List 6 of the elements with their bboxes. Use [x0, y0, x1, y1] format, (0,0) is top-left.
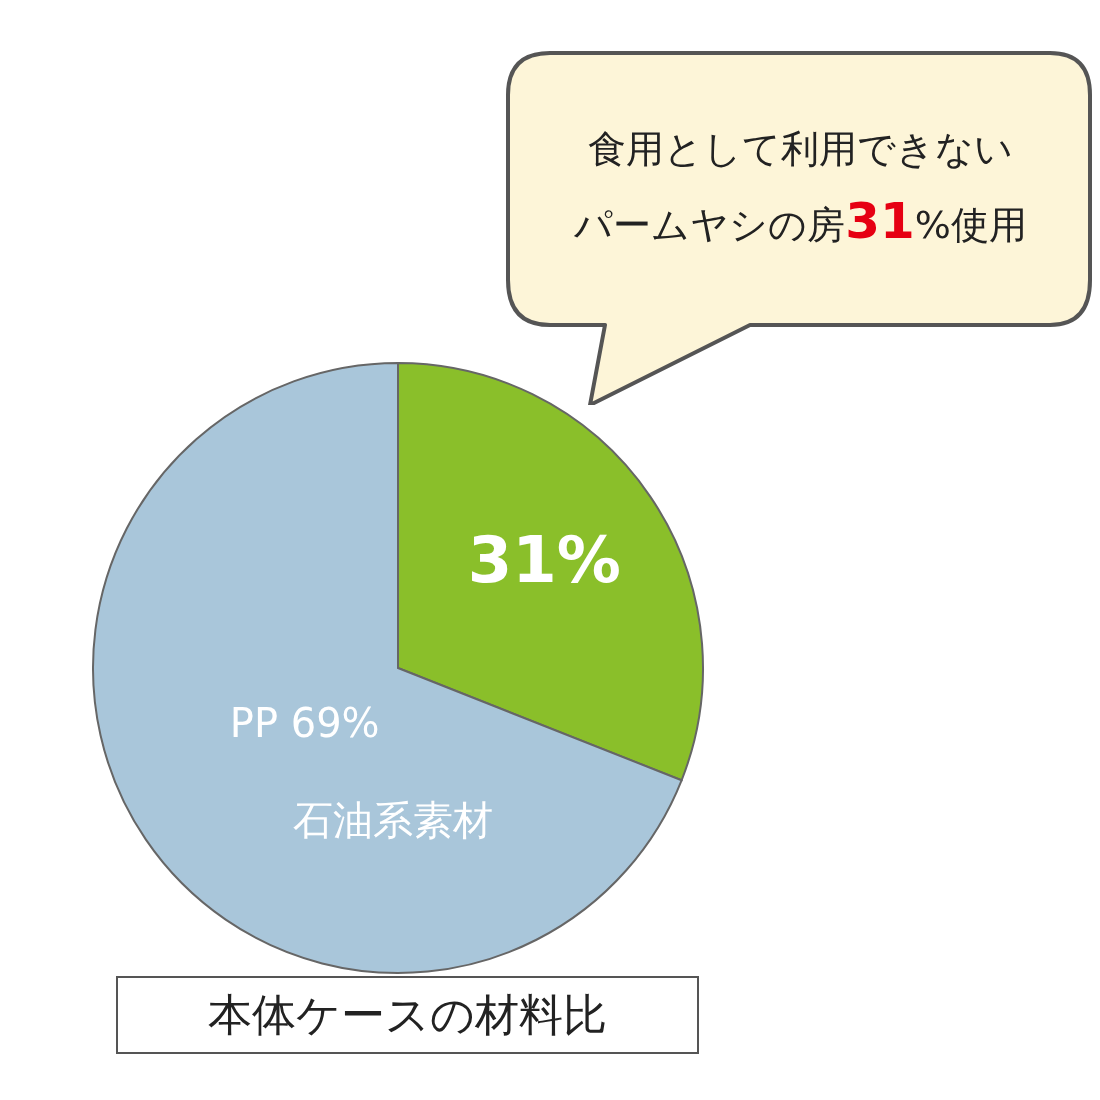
text: 石油系素材 — [292, 796, 494, 845]
text: パームヤシの房31%使用 — [574, 192, 1027, 250]
text: 食用として利用できない — [588, 127, 1013, 171]
text: 本体ケースの材料比 — [116, 976, 699, 1054]
data-label: 31% — [467, 523, 621, 598]
slice-label: PP 69% — [229, 700, 380, 746]
